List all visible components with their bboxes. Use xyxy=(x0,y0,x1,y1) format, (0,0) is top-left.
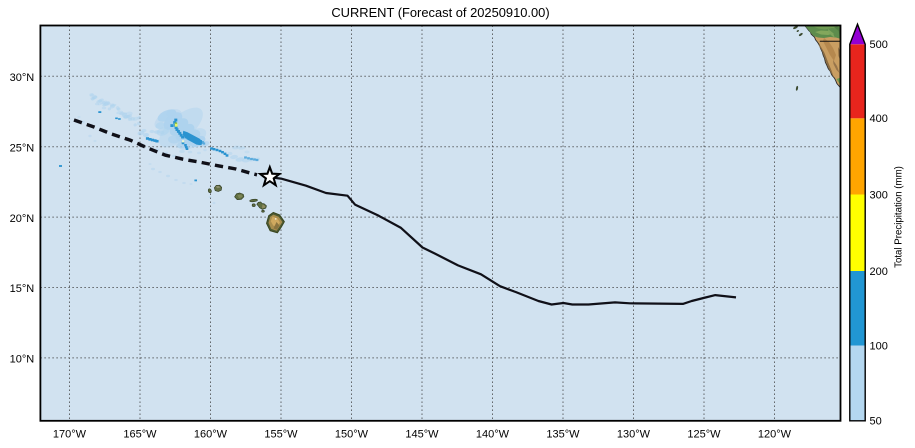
svg-text:155°W: 155°W xyxy=(264,429,298,441)
svg-text:10°N: 10°N xyxy=(10,354,35,366)
svg-text:150°W: 150°W xyxy=(335,429,369,441)
svg-text:145°W: 145°W xyxy=(405,429,439,441)
svg-text:170°W: 170°W xyxy=(53,429,87,441)
svg-text:200: 200 xyxy=(870,266,888,278)
svg-text:165°W: 165°W xyxy=(123,429,157,441)
svg-text:125°W: 125°W xyxy=(687,429,721,441)
svg-text:50: 50 xyxy=(870,416,882,428)
svg-text:140°W: 140°W xyxy=(476,429,510,441)
svg-text:25°N: 25°N xyxy=(10,142,35,154)
svg-text:100: 100 xyxy=(870,340,888,352)
svg-text:135°W: 135°W xyxy=(546,429,580,441)
svg-text:15°N: 15°N xyxy=(10,283,35,295)
svg-text:300: 300 xyxy=(870,189,888,201)
svg-text:130°W: 130°W xyxy=(617,429,651,441)
svg-text:120°W: 120°W xyxy=(758,429,792,441)
svg-text:30°N: 30°N xyxy=(10,72,35,84)
svg-text:500: 500 xyxy=(870,39,888,51)
svg-text:160°W: 160°W xyxy=(194,429,228,441)
svg-text:400: 400 xyxy=(870,113,888,125)
svg-text:Total Precipitation (mm): Total Precipitation (mm) xyxy=(894,166,905,268)
svg-text:CURRENT (Forecast of 20250910.: CURRENT (Forecast of 20250910.00) xyxy=(331,5,549,20)
svg-text:20°N: 20°N xyxy=(10,213,35,225)
